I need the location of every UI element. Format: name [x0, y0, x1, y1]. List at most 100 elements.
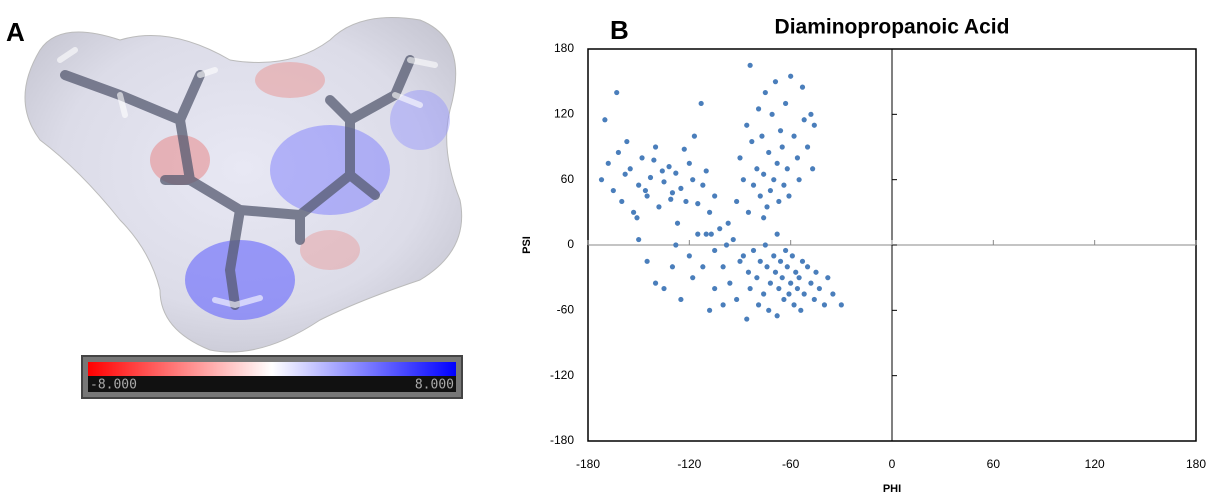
chart-title: Diaminopropanoic Acid [775, 16, 1010, 39]
data-point [757, 193, 763, 199]
data-point [766, 307, 772, 313]
data-point [793, 269, 799, 275]
data-point [772, 269, 779, 275]
data-point [602, 117, 608, 123]
data-point [734, 296, 740, 303]
data-point [754, 166, 760, 172]
x-axis-label: PHI [883, 483, 901, 495]
data-point [730, 236, 736, 243]
data-point [598, 177, 605, 183]
data-point [691, 133, 698, 139]
data-point [791, 133, 797, 139]
data-point [786, 291, 792, 297]
data-point [703, 168, 709, 174]
data-point [686, 160, 692, 166]
data-point [698, 100, 704, 107]
data-point [750, 182, 757, 188]
data-point [744, 122, 750, 128]
y-tick-label: -60 [557, 303, 575, 317]
data-point [777, 258, 784, 264]
data-point [777, 128, 784, 134]
data-point [781, 296, 787, 303]
data-point [781, 182, 787, 188]
y-tick-label: -180 [550, 433, 574, 447]
data-point [749, 138, 755, 145]
data-point [754, 275, 760, 281]
data-point [762, 242, 768, 248]
data-point [766, 149, 772, 156]
data-point [683, 198, 689, 205]
data-point [761, 215, 767, 221]
data-point [707, 307, 713, 313]
data-point [794, 155, 801, 161]
x-tick-label: 180 [1186, 457, 1206, 471]
data-point [678, 296, 684, 303]
data-point [659, 168, 665, 174]
data-point [690, 275, 696, 281]
colorbar-min-label: -8.000 [90, 378, 137, 393]
data-point [816, 285, 822, 292]
data-point [798, 307, 804, 313]
data-point [789, 253, 795, 259]
x-tick-label: -120 [677, 457, 701, 471]
data-point [757, 258, 763, 264]
data-point [825, 275, 831, 281]
data-point [712, 193, 718, 199]
data-point [740, 177, 746, 183]
data-point [747, 62, 753, 68]
data-point [813, 269, 819, 275]
data-point [695, 231, 701, 237]
y-tick-label: 120 [554, 107, 574, 121]
data-point [801, 117, 807, 123]
data-point [808, 280, 814, 286]
data-point [794, 285, 801, 292]
data-point [624, 138, 630, 145]
x-tick-label: 0 [889, 457, 896, 471]
data-point [774, 313, 780, 319]
data-point [708, 231, 714, 237]
y-tick-label: 60 [561, 172, 575, 186]
data-point [605, 160, 611, 166]
data-point [764, 264, 770, 270]
data-point [712, 285, 718, 292]
data-point [707, 209, 713, 215]
molecule-surface [24, 17, 463, 353]
data-point [811, 296, 817, 303]
data-point [750, 247, 757, 254]
data-point [668, 196, 674, 202]
data-point [627, 166, 633, 172]
data-point [700, 264, 706, 270]
data-point [631, 209, 637, 215]
data-point [652, 144, 659, 150]
y-tick-label: 180 [554, 41, 574, 55]
data-point [830, 291, 836, 297]
data-point [615, 149, 622, 156]
data-point [656, 204, 662, 210]
y-tick-label: -120 [550, 368, 574, 382]
data-point [712, 247, 718, 254]
data-point [720, 264, 726, 270]
data-point [737, 258, 743, 264]
data-point [810, 166, 816, 172]
data-point [744, 316, 750, 322]
data-point [776, 285, 782, 292]
data-point [610, 187, 616, 194]
data-point [690, 177, 696, 183]
colorbar: -8.000 8.000 [81, 355, 463, 399]
data-point [788, 280, 794, 286]
data-point [767, 187, 774, 194]
data-point [717, 226, 723, 232]
data-point [661, 285, 667, 292]
data-point [762, 89, 768, 96]
data-point [651, 157, 657, 163]
panel-label: A [6, 17, 25, 47]
x-tick-label: -60 [782, 457, 800, 471]
data-point [700, 182, 706, 188]
data-point [695, 201, 701, 207]
data-point [761, 291, 767, 297]
data-point [779, 144, 785, 150]
data-point [723, 242, 730, 248]
data-point [642, 187, 649, 194]
y-axis-label: PSI [521, 236, 533, 254]
